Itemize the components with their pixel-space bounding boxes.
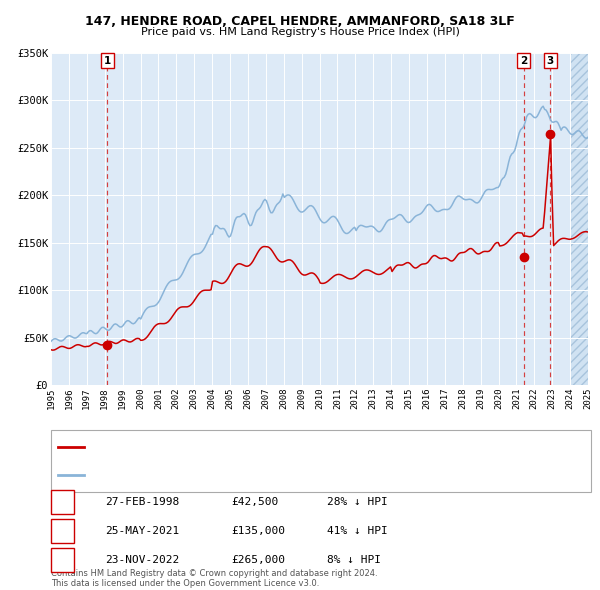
Text: 147, HENDRE ROAD, CAPEL HENDRE, AMMANFORD, SA18 3LF: 147, HENDRE ROAD, CAPEL HENDRE, AMMANFOR… bbox=[85, 15, 515, 28]
Text: 27-FEB-1998: 27-FEB-1998 bbox=[105, 497, 179, 507]
Text: 23-NOV-2022: 23-NOV-2022 bbox=[105, 555, 179, 565]
Text: 1: 1 bbox=[59, 497, 66, 507]
Text: Contains HM Land Registry data © Crown copyright and database right 2024.: Contains HM Land Registry data © Crown c… bbox=[51, 569, 377, 579]
Text: £265,000: £265,000 bbox=[231, 555, 285, 565]
Text: 41% ↓ HPI: 41% ↓ HPI bbox=[327, 526, 388, 536]
Text: £42,500: £42,500 bbox=[231, 497, 278, 507]
Text: 2: 2 bbox=[520, 56, 527, 66]
Text: 2: 2 bbox=[59, 526, 66, 536]
Text: HPI: Average price, detached house, Carmarthenshire: HPI: Average price, detached house, Carm… bbox=[88, 470, 352, 480]
Text: 25-MAY-2021: 25-MAY-2021 bbox=[105, 526, 179, 536]
Text: 3: 3 bbox=[547, 56, 554, 66]
Text: 3: 3 bbox=[59, 555, 66, 565]
Text: This data is licensed under the Open Government Licence v3.0.: This data is licensed under the Open Gov… bbox=[51, 579, 319, 588]
Text: 1: 1 bbox=[104, 56, 111, 66]
Text: 8% ↓ HPI: 8% ↓ HPI bbox=[327, 555, 381, 565]
Text: £135,000: £135,000 bbox=[231, 526, 285, 536]
Text: 147, HENDRE ROAD, CAPEL HENDRE, AMMANFORD, SA18 3LF (detached house): 147, HENDRE ROAD, CAPEL HENDRE, AMMANFOR… bbox=[88, 442, 481, 452]
Text: Price paid vs. HM Land Registry's House Price Index (HPI): Price paid vs. HM Land Registry's House … bbox=[140, 27, 460, 37]
Text: 28% ↓ HPI: 28% ↓ HPI bbox=[327, 497, 388, 507]
